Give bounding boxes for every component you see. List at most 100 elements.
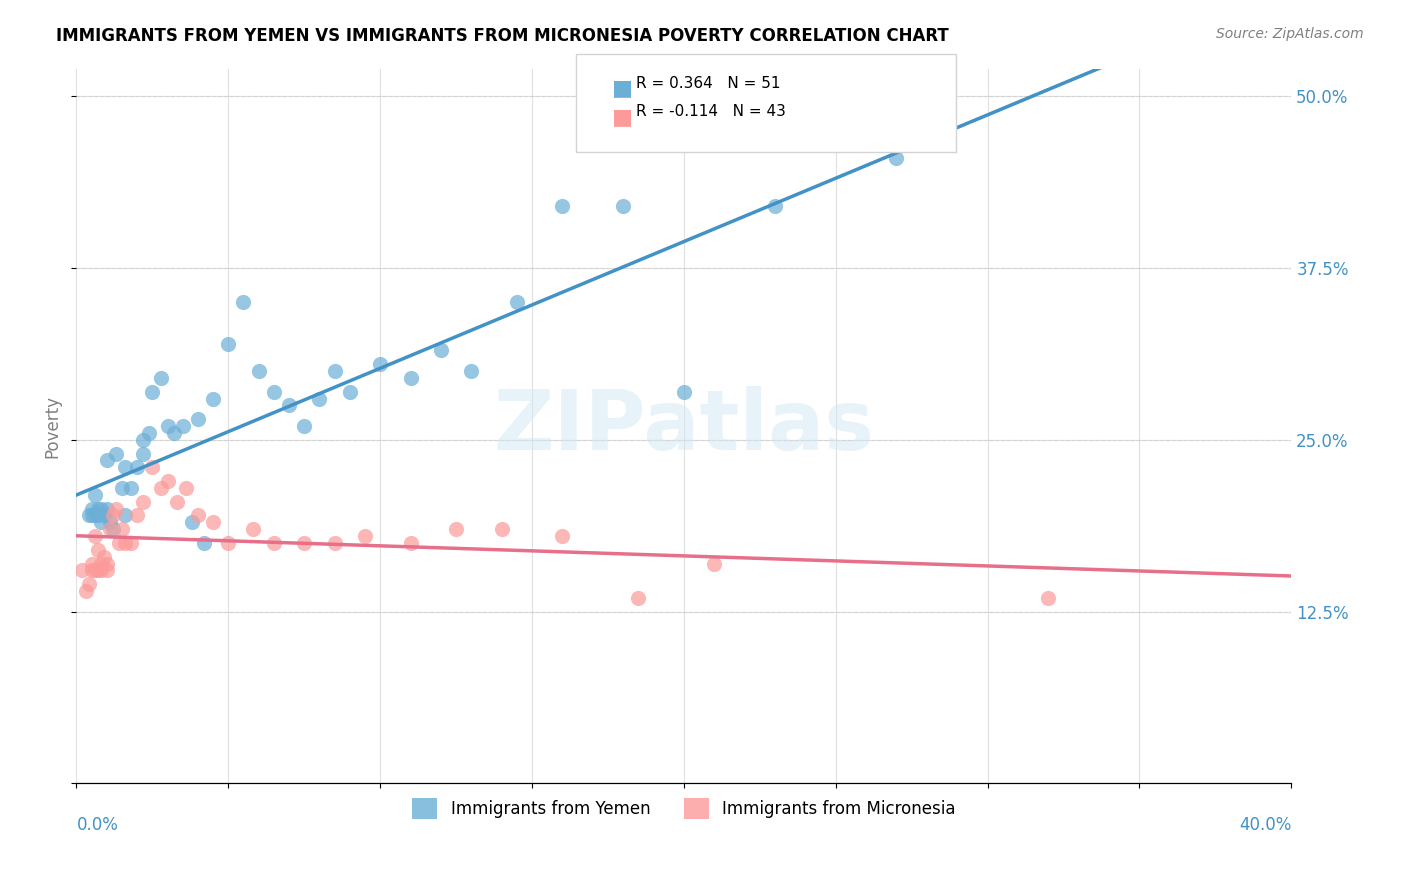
Point (90, 515, 112, 529)
Point (187, 508, 209, 523)
Point (156, 474, 179, 488)
Point (104, 501, 127, 516)
Point (93, 508, 115, 523)
Point (162, 425, 184, 440)
Point (202, 392, 225, 406)
Point (444, 522, 467, 536)
Point (114, 508, 136, 523)
Point (80, 501, 103, 516)
Text: R = -0.114   N = 43: R = -0.114 N = 43 (636, 104, 786, 120)
Point (90, 557, 112, 571)
Point (263, 384, 285, 399)
Point (111, 522, 134, 536)
Point (247, 364, 270, 378)
Text: ZIPatlas: ZIPatlas (494, 385, 875, 467)
Point (242, 522, 264, 536)
Point (763, 199, 786, 213)
Point (80, 508, 103, 523)
Point (217, 336, 239, 351)
Point (1038, 591, 1060, 605)
Point (141, 384, 163, 399)
Point (187, 412, 209, 426)
Point (339, 384, 361, 399)
Point (460, 364, 482, 378)
Point (96, 557, 118, 571)
Text: ■: ■ (612, 107, 633, 127)
Point (132, 433, 155, 447)
Point (98, 515, 121, 529)
Point (83, 488, 105, 502)
Point (308, 392, 330, 406)
Point (399, 371, 422, 385)
Point (111, 481, 134, 495)
Point (127, 508, 149, 523)
Point (83, 508, 105, 523)
Point (86, 508, 108, 523)
Point (96, 501, 118, 516)
Point (354, 529, 377, 543)
Point (193, 536, 215, 550)
Point (180, 515, 202, 529)
Text: 0.0%: 0.0% (76, 815, 118, 834)
Point (323, 536, 346, 550)
Point (263, 536, 285, 550)
Point (101, 508, 124, 523)
Point (114, 460, 136, 475)
Text: 40.0%: 40.0% (1239, 815, 1291, 834)
Point (886, 151, 908, 165)
Point (86, 563, 108, 577)
Point (96, 563, 118, 577)
Point (491, 522, 513, 536)
Point (86, 542, 108, 557)
Point (108, 536, 131, 550)
Legend: Immigrants from Yemen, Immigrants from Micronesia: Immigrants from Yemen, Immigrants from M… (406, 791, 962, 825)
Point (612, 199, 634, 213)
Point (174, 481, 197, 495)
Point (551, 199, 574, 213)
Point (150, 371, 173, 385)
Point (83, 529, 105, 543)
Point (368, 357, 391, 371)
Point (75, 584, 97, 599)
Point (114, 536, 136, 550)
Text: ■: ■ (612, 78, 633, 98)
Point (77, 577, 100, 591)
Point (77, 508, 100, 523)
Point (132, 446, 155, 460)
Point (627, 591, 650, 605)
Point (98, 522, 121, 536)
Point (232, 295, 254, 310)
Point (217, 536, 239, 550)
Point (120, 481, 142, 495)
Point (104, 446, 127, 460)
Point (506, 295, 529, 310)
Point (101, 522, 124, 536)
Point (166, 494, 188, 508)
Point (430, 343, 453, 358)
Point (93, 549, 115, 564)
Point (292, 536, 315, 550)
Point (202, 515, 225, 529)
Point (80, 557, 103, 571)
Point (292, 419, 315, 434)
Text: IMMIGRANTS FROM YEMEN VS IMMIGRANTS FROM MICRONESIA POVERTY CORRELATION CHART: IMMIGRANTS FROM YEMEN VS IMMIGRANTS FROM… (56, 27, 949, 45)
Point (83, 563, 105, 577)
Point (120, 536, 142, 550)
Point (86, 501, 108, 516)
Point (138, 425, 160, 440)
Point (323, 364, 346, 378)
Point (551, 529, 574, 543)
Point (703, 557, 725, 571)
Point (150, 481, 173, 495)
Point (156, 419, 179, 434)
Point (132, 494, 155, 508)
Point (278, 398, 301, 412)
Y-axis label: Poverty: Poverty (44, 394, 60, 458)
Point (141, 460, 163, 475)
Point (96, 453, 118, 467)
Point (672, 384, 695, 399)
Point (399, 536, 422, 550)
Point (72, 563, 94, 577)
Point (90, 563, 112, 577)
Text: Source: ZipAtlas.com: Source: ZipAtlas.com (1216, 27, 1364, 41)
